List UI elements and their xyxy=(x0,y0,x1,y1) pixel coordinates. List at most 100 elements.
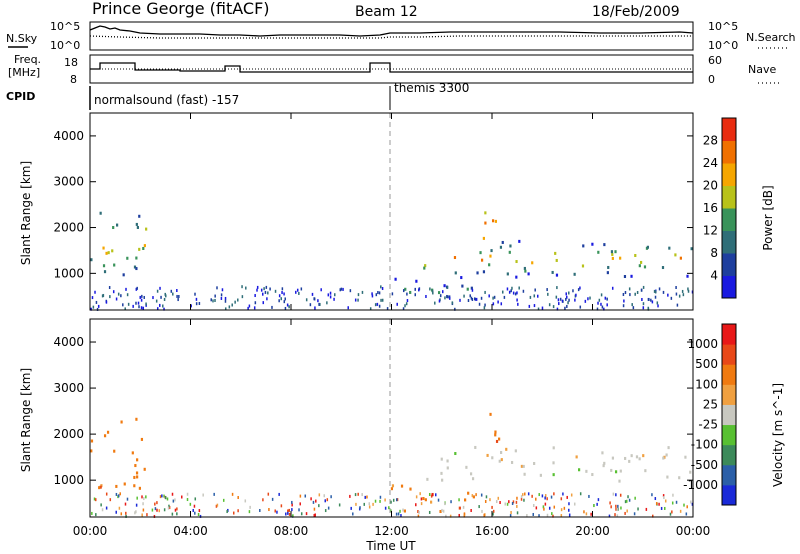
data-cell xyxy=(142,246,145,250)
data-cell xyxy=(489,254,492,258)
data-cell xyxy=(311,292,314,296)
data-cell xyxy=(109,498,112,502)
data-cell xyxy=(523,472,526,476)
data-cell xyxy=(606,271,609,275)
data-cell xyxy=(299,502,301,506)
colorbar-swatch-8 xyxy=(722,324,736,345)
data-cell xyxy=(299,494,302,498)
data-cell xyxy=(512,500,515,504)
data-cell xyxy=(651,300,654,304)
data-cell xyxy=(439,294,442,298)
data-cell xyxy=(533,461,536,465)
data-cell xyxy=(603,461,606,465)
data-cell xyxy=(565,297,567,301)
data-cell xyxy=(454,271,457,275)
data-cell xyxy=(278,294,281,298)
data-cell xyxy=(397,512,400,516)
data-cell xyxy=(155,299,158,303)
data-cell xyxy=(671,501,674,505)
data-cell xyxy=(214,294,216,298)
data-cell xyxy=(199,514,202,518)
data-cell xyxy=(409,487,412,491)
data-cell xyxy=(624,456,627,460)
data-cell xyxy=(138,214,141,218)
data-cell xyxy=(210,298,212,302)
data-cell xyxy=(112,226,115,230)
power-marks xyxy=(90,211,694,311)
data-cell xyxy=(567,301,569,305)
data-cell xyxy=(132,304,134,308)
nsky-trace xyxy=(89,25,694,37)
data-cell xyxy=(516,496,518,500)
data-cell xyxy=(92,305,95,309)
data-cell xyxy=(501,240,504,244)
data-cell xyxy=(115,492,118,496)
data-cell xyxy=(109,295,111,299)
colorbar-swatch-1 xyxy=(722,253,736,276)
data-cell xyxy=(139,295,141,299)
data-cell xyxy=(566,495,568,499)
data-cell xyxy=(390,509,392,513)
data-cell xyxy=(99,211,102,215)
data-cell xyxy=(434,493,437,497)
data-cell xyxy=(103,434,107,438)
data-cell xyxy=(614,250,617,254)
data-cell xyxy=(138,247,141,251)
data-cell xyxy=(414,293,416,297)
data-cell xyxy=(556,307,559,311)
data-cell xyxy=(644,469,647,473)
data-cell xyxy=(554,251,557,255)
data-cell xyxy=(142,306,145,310)
data-cell xyxy=(161,494,163,498)
data-cell xyxy=(216,503,219,507)
data-cell xyxy=(430,494,433,498)
data-cell xyxy=(91,296,94,300)
data-cell xyxy=(143,244,146,248)
data-cell xyxy=(557,298,560,302)
data-cell xyxy=(171,512,174,516)
data-cell xyxy=(625,499,628,503)
data-cell xyxy=(143,497,145,501)
data-cell xyxy=(579,492,582,496)
data-cell xyxy=(156,508,158,512)
data-cell xyxy=(552,473,555,477)
data-cell xyxy=(654,290,657,294)
data-cell xyxy=(384,498,386,502)
data-cell xyxy=(511,502,514,506)
data-cell xyxy=(141,513,143,517)
data-cell xyxy=(102,264,106,268)
colorbar-swatch-5 xyxy=(722,384,736,405)
data-cell xyxy=(372,502,374,506)
data-cell xyxy=(248,304,251,308)
data-cell xyxy=(573,272,576,276)
data-cell xyxy=(136,475,139,479)
data-cell xyxy=(678,294,681,298)
data-cell xyxy=(667,446,670,450)
data-cell xyxy=(538,514,540,518)
data-cell xyxy=(675,292,678,296)
data-cell xyxy=(422,497,425,501)
data-cell xyxy=(305,512,308,516)
colorbar-swatch-3 xyxy=(722,208,736,231)
data-cell xyxy=(556,286,558,290)
data-cell xyxy=(198,301,201,305)
data-cell xyxy=(516,298,518,302)
data-cell xyxy=(95,513,97,517)
data-cell xyxy=(265,285,268,289)
data-cell xyxy=(432,291,434,295)
data-cell xyxy=(622,292,625,296)
data-cell xyxy=(160,295,162,299)
data-cell xyxy=(115,484,118,488)
data-cell xyxy=(515,500,518,504)
power-ylabel: Slant Range [km] xyxy=(19,161,33,265)
data-cell xyxy=(492,296,494,300)
data-cell xyxy=(226,510,228,514)
data-cell xyxy=(174,508,177,512)
data-cell xyxy=(437,291,441,295)
data-cell xyxy=(354,298,357,302)
data-cell xyxy=(484,290,486,294)
data-cell xyxy=(587,297,589,301)
data-cell xyxy=(163,494,165,498)
data-cell xyxy=(444,296,446,300)
